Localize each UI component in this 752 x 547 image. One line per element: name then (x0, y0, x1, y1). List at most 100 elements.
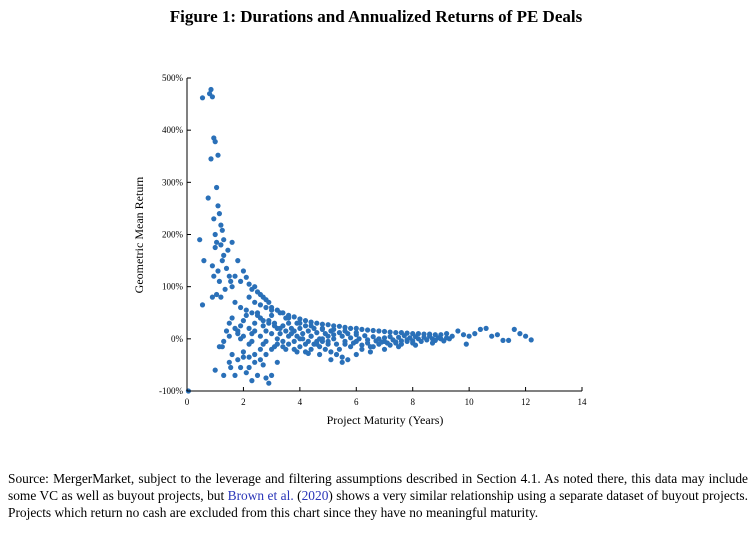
data-point (333, 341, 340, 347)
data-point (199, 302, 206, 308)
data-point (238, 304, 244, 311)
y-tick-label: 0% (171, 334, 184, 344)
data-point (302, 323, 309, 329)
data-point (215, 268, 221, 274)
data-point (500, 337, 506, 343)
data-point (359, 342, 365, 348)
data-point (396, 334, 402, 340)
data-point (348, 344, 354, 350)
data-point (226, 359, 232, 365)
data-point (240, 268, 246, 274)
data-point (376, 328, 382, 334)
citation-authors[interactable]: Brown et al. (227, 488, 294, 503)
data-point (489, 333, 495, 339)
data-point (370, 327, 376, 334)
data-point (243, 274, 249, 280)
data-point (197, 237, 203, 243)
citation-year[interactable]: 2020 (301, 488, 329, 503)
data-point (266, 320, 272, 326)
data-point (339, 354, 345, 360)
data-point (269, 372, 275, 378)
chart-ticks: 0 2 4 6 8 10 12 14 -100% 0% 100% 200% 300% 400% 500% (159, 73, 587, 407)
data-point (205, 195, 211, 201)
y-tick-label: 400% (162, 125, 184, 135)
data-point (353, 351, 359, 358)
data-point (277, 310, 283, 316)
data-point (257, 302, 263, 308)
data-point (308, 323, 314, 329)
data-point (260, 362, 266, 368)
data-point (263, 328, 269, 334)
data-point (370, 334, 376, 340)
data-point (401, 333, 407, 339)
data-point (322, 346, 328, 352)
data-point (463, 341, 469, 347)
data-point (308, 346, 314, 352)
data-point (221, 252, 227, 258)
data-point (286, 341, 292, 347)
data-point (232, 299, 238, 305)
data-point (418, 338, 424, 344)
data-point (353, 325, 359, 331)
data-point (333, 351, 340, 358)
y-tick-label: 300% (162, 177, 184, 187)
data-point (218, 222, 224, 228)
data-point (319, 321, 325, 327)
data-point (209, 263, 215, 269)
data-point (381, 338, 388, 344)
data-point (370, 344, 376, 350)
data-point (216, 278, 222, 284)
data-point (246, 294, 252, 300)
data-point (252, 328, 258, 334)
data-point (257, 346, 263, 352)
data-point (517, 331, 523, 337)
data-point (243, 370, 249, 376)
data-point (339, 359, 345, 365)
data-point (297, 316, 303, 322)
data-point (345, 357, 351, 363)
data-point (260, 318, 266, 324)
data-point (212, 139, 218, 145)
citation-open: ( (293, 488, 302, 503)
data-point (381, 346, 388, 352)
figure-title: Figure 1: Durations and Annualized Retur… (169, 7, 583, 26)
data-point (339, 333, 345, 339)
data-point (263, 304, 269, 311)
data-point (235, 357, 241, 363)
data-point (229, 351, 235, 358)
data-point (211, 273, 217, 279)
data-point (218, 294, 224, 300)
data-point (381, 328, 388, 335)
x-tick-label: 6 (354, 397, 359, 407)
x-tick-label: 8 (410, 397, 415, 407)
data-point (506, 337, 512, 343)
data-point (359, 346, 365, 352)
data-point (297, 325, 303, 331)
data-point (249, 310, 255, 316)
data-point (254, 312, 261, 318)
data-point (331, 336, 337, 342)
data-point (229, 239, 235, 245)
data-point (398, 341, 404, 347)
data-point (246, 281, 252, 287)
data-point (215, 203, 221, 209)
data-point (286, 315, 292, 321)
data-point (229, 284, 235, 290)
data-point (367, 349, 373, 355)
data-point (291, 346, 297, 352)
data-point (348, 325, 354, 331)
data-point (325, 322, 331, 328)
data-point (348, 335, 354, 341)
data-point (328, 357, 334, 363)
data-point (221, 372, 227, 378)
data-point (444, 335, 450, 341)
data-point (477, 326, 483, 332)
data-point (494, 332, 500, 338)
data-point (365, 327, 371, 333)
data-point (252, 320, 258, 326)
data-point (240, 354, 246, 360)
data-point (263, 351, 269, 358)
data-point (353, 338, 359, 344)
data-point (342, 328, 348, 334)
data-point (232, 372, 238, 378)
